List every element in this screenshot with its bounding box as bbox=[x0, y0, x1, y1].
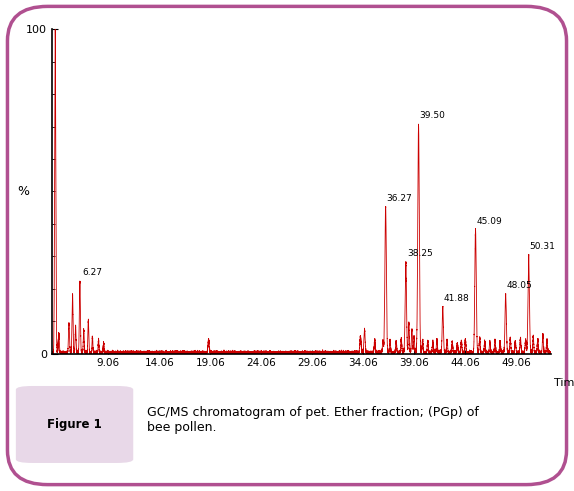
Text: 6.27: 6.27 bbox=[82, 269, 102, 277]
FancyBboxPatch shape bbox=[16, 386, 133, 463]
Text: Time: Time bbox=[553, 378, 574, 388]
Text: %: % bbox=[17, 185, 29, 198]
Text: Figure 1: Figure 1 bbox=[47, 418, 102, 431]
Text: 50.31: 50.31 bbox=[530, 243, 556, 251]
Text: 45.09: 45.09 bbox=[476, 217, 502, 225]
Text: 41.88: 41.88 bbox=[444, 294, 470, 303]
Text: GC/MS chromatogram of pet. Ether fraction; (PGp) of
bee pollen.: GC/MS chromatogram of pet. Ether fractio… bbox=[147, 407, 479, 435]
Text: 39.50: 39.50 bbox=[420, 111, 445, 120]
Text: 38.25: 38.25 bbox=[407, 249, 433, 258]
Text: 48.05: 48.05 bbox=[507, 281, 533, 290]
Text: 36.27: 36.27 bbox=[387, 194, 412, 203]
